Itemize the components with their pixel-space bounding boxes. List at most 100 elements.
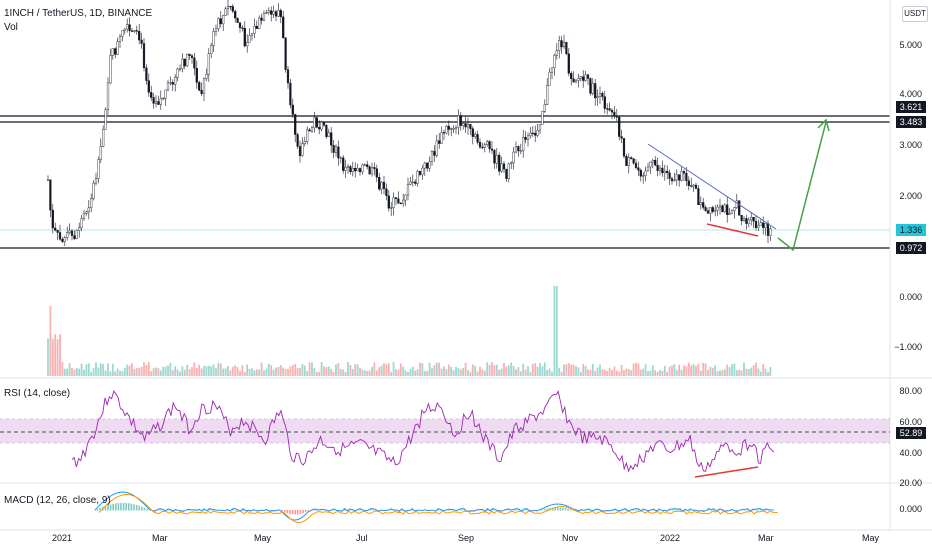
macd-pane[interactable] (94, 491, 778, 524)
candle-body (332, 145, 335, 153)
candle-body (234, 11, 237, 19)
macd-histogram-bar (440, 509, 442, 511)
volume-bars (47, 286, 772, 376)
macd-histogram-bar (546, 508, 549, 511)
candle-body (445, 125, 448, 134)
candle-body (116, 41, 119, 55)
volume-bar (731, 364, 733, 376)
price-divergence-line[interactable] (706, 223, 759, 237)
candle-body (349, 166, 352, 173)
macd-histogram-bar (726, 510, 728, 511)
rsi-pane[interactable] (0, 390, 890, 478)
level-box-0972: 0.972 (896, 242, 926, 254)
volume-bar (193, 362, 196, 376)
volume-tick-neg1: −1.000 (894, 342, 922, 352)
volume-bar (447, 364, 450, 376)
volume-bar (229, 370, 232, 376)
volume-bar (584, 366, 587, 376)
macd-histogram-bar (544, 508, 546, 511)
candle-body (212, 31, 215, 46)
symbol-title[interactable]: 1INCH / TetherUS, 1D, BINANCE (4, 8, 153, 19)
rsi-divergence-line[interactable] (694, 466, 759, 478)
candle-body (680, 171, 683, 181)
macd-label[interactable]: MACD (12, 26, close, 9) (4, 495, 111, 506)
volume-bar (764, 368, 767, 376)
macd-histogram-bar (128, 503, 130, 511)
currency-button[interactable]: USDT (902, 6, 928, 22)
macd-histogram-bar (232, 509, 234, 511)
candle-body (644, 170, 647, 176)
candle-body (85, 211, 88, 214)
candle-body (169, 82, 172, 84)
candle-body (361, 164, 364, 173)
candle-body (495, 154, 498, 164)
candle-body (315, 117, 318, 128)
macd-histogram-bar (437, 509, 439, 511)
candle-body (682, 171, 686, 174)
volume-bar (431, 367, 433, 376)
volume-bar (582, 363, 585, 376)
candle-body (546, 85, 549, 105)
volume-bar (68, 363, 71, 376)
time-label-2021: 2021 (52, 533, 73, 543)
volume-bar (659, 370, 661, 376)
volume-bar (596, 367, 599, 376)
macd-histogram-bar (596, 509, 598, 511)
macd-histogram-bar (117, 502, 120, 511)
price-pane[interactable] (0, 0, 890, 252)
volume-bar (486, 362, 489, 376)
macd-histogram-bar (143, 507, 146, 511)
candle-body (354, 168, 357, 172)
volume-bar (587, 369, 589, 376)
candle-body (411, 181, 414, 183)
macd-histogram-bar (120, 502, 122, 511)
macd-histogram-bar (603, 510, 606, 511)
volume-bar (678, 364, 681, 376)
candle-body (380, 181, 383, 190)
candle-body (735, 200, 738, 208)
macd-histogram-bar (328, 510, 330, 511)
volume-bar (188, 369, 191, 376)
candle-body (651, 160, 654, 163)
candle-body (738, 200, 741, 216)
macd-histogram-bar (122, 502, 125, 511)
volume-bar (474, 365, 477, 376)
candle-body (97, 159, 100, 179)
volume-bar (488, 364, 491, 376)
macd-histogram-bar (198, 509, 200, 511)
volume-bar (366, 370, 369, 376)
candle-body (642, 175, 645, 177)
volume-bar (531, 363, 534, 376)
macd-histogram-bar (585, 509, 588, 511)
macd-histogram-bar (291, 510, 294, 515)
candle-body (394, 197, 398, 199)
rsi-label[interactable]: RSI (14, close) (4, 388, 71, 399)
volume-bar (138, 367, 141, 376)
volume-bar (399, 363, 402, 376)
candle-body (106, 82, 110, 110)
time-label-mar-2022: Mar (758, 533, 774, 543)
volume-label[interactable]: Vol (4, 22, 18, 33)
volume-bar (656, 371, 659, 376)
volume-bar (59, 334, 61, 376)
volume-bar (613, 366, 616, 376)
macd-histogram-bar (658, 509, 660, 511)
macd-histogram-bar (320, 509, 322, 511)
volume-bar (291, 364, 294, 376)
volume-bar (123, 367, 126, 376)
candle-body (529, 132, 532, 137)
volume-bar (92, 368, 95, 376)
volume-bar (639, 369, 642, 376)
candle-body (481, 146, 484, 149)
candle-body (430, 151, 434, 162)
candle-body (253, 25, 256, 34)
macd-histogram-bar (343, 509, 346, 511)
volume-bar (224, 368, 227, 376)
macd-histogram-bar (180, 510, 182, 511)
projection-arrow[interactable] (777, 121, 827, 252)
candle-body (625, 156, 628, 166)
macd-histogram-bar (234, 509, 237, 511)
descending-trendline[interactable] (647, 143, 777, 230)
time-label-nov: Nov (562, 533, 579, 543)
